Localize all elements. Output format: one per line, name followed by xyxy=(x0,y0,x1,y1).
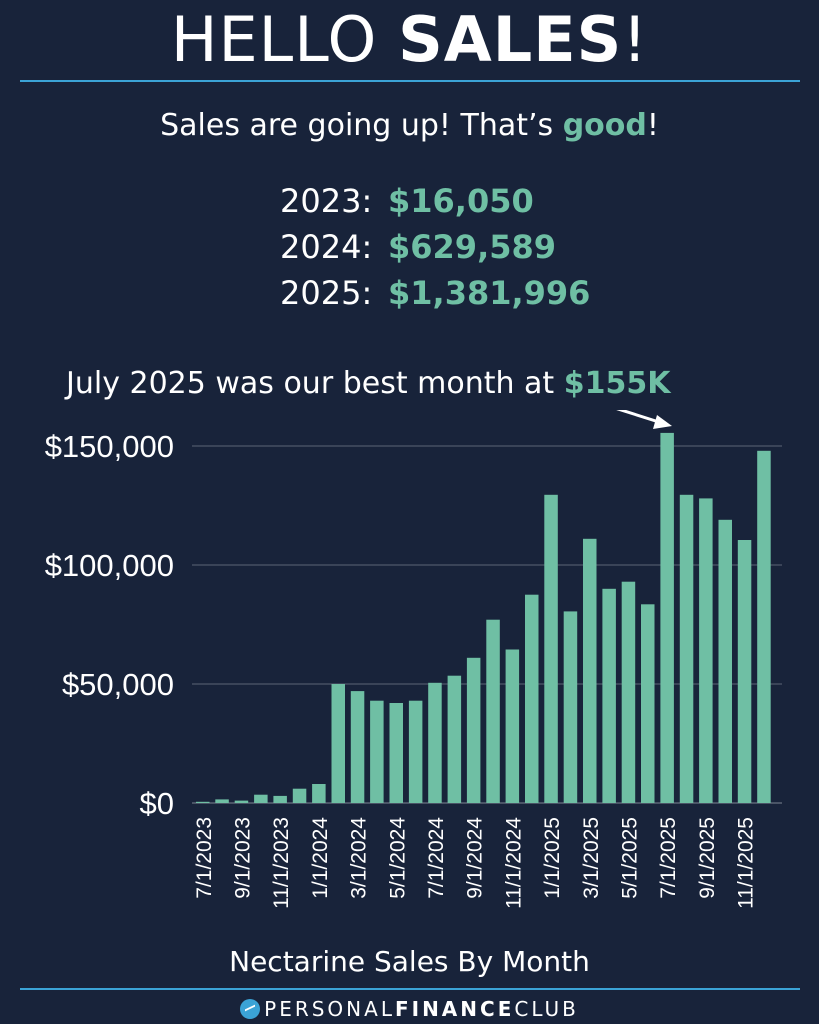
bar-7-1-2025 xyxy=(660,432,674,803)
top-divider xyxy=(20,80,800,82)
bar-1-1-2025 xyxy=(544,494,558,803)
x-tick-label: 1/1/2024 xyxy=(309,817,332,899)
bar-12-1-2024 xyxy=(525,594,539,803)
x-tick-label: 3/1/2025 xyxy=(580,817,603,899)
y-tick-label: $150,000 xyxy=(45,429,174,464)
bar-7-1-2023 xyxy=(196,801,210,803)
brand-logo: PERSONALFINANCECLUB xyxy=(0,996,819,1022)
x-tick-label: 3/1/2024 xyxy=(348,817,371,899)
y-tick-label: $50,000 xyxy=(62,667,174,702)
bar-8-1-2025 xyxy=(679,494,694,803)
bar-12-1-2025 xyxy=(757,450,771,803)
chart-title: Nectarine Sales By Month xyxy=(229,945,590,978)
page-title: HELLO SALES! xyxy=(0,2,819,78)
total-row-2025: 2025: $1,381,996 xyxy=(280,270,590,316)
brand-personal: PERSONAL xyxy=(264,997,395,1021)
total-row-2023: 2023: $16,050 xyxy=(280,178,590,224)
x-tick-label: 5/1/2024 xyxy=(386,817,409,899)
bar-9-1-2024 xyxy=(466,657,481,803)
best-month-callout: July 2025 was our best month at $155K xyxy=(66,362,670,406)
bar-2-1-2025 xyxy=(563,611,578,803)
total-row-2024: 2024: $629,589 xyxy=(280,224,590,270)
bar-7-1-2024 xyxy=(428,682,442,803)
subtitle: Sales are going up! That’s good! xyxy=(0,106,819,146)
x-tick-label: 9/1/2024 xyxy=(464,817,487,899)
x-tick-label: 11/1/2024 xyxy=(502,817,525,909)
bar-8-1-2024 xyxy=(447,675,462,803)
total-year: 2023: xyxy=(280,182,373,220)
bar-10-1-2025 xyxy=(718,519,732,803)
growth-arrow-icon xyxy=(240,999,261,1019)
total-amount: $16,050 xyxy=(388,182,534,220)
bar-11-1-2023 xyxy=(273,795,287,803)
x-tick-label: 7/1/2024 xyxy=(425,817,448,899)
bar-4-1-2025 xyxy=(602,588,616,803)
bar-2-1-2024 xyxy=(331,684,345,803)
x-tick-label: 9/1/2025 xyxy=(696,817,719,899)
x-tick-label: 11/1/2025 xyxy=(735,817,758,909)
callout-text: July 2025 was our best month at xyxy=(66,366,564,401)
bar-12-1-2023 xyxy=(292,788,307,803)
bar-5-1-2024 xyxy=(389,703,403,803)
y-tick-label: $0 xyxy=(140,786,174,821)
bar-6-1-2024 xyxy=(408,700,423,803)
bar-11-1-2024 xyxy=(505,649,520,803)
brand-finance: FINANCE xyxy=(394,997,515,1021)
total-amount: $1,381,996 xyxy=(388,274,591,312)
yearly-totals: 2023: $16,050 2024: $629,589 2025: $1,381,9… xyxy=(280,178,590,316)
x-tick-label: 1/1/2025 xyxy=(541,817,564,899)
y-tick-label: $100,000 xyxy=(45,548,174,583)
bar-10-1-2024 xyxy=(486,619,500,803)
total-year: 2024: xyxy=(280,228,373,266)
x-tick-label: 7/1/2025 xyxy=(657,817,680,899)
bar-10-1-2023 xyxy=(254,794,268,803)
x-tick-label: 7/1/2023 xyxy=(193,817,216,899)
bar-3-1-2024 xyxy=(350,691,365,803)
bar-9-1-2025 xyxy=(699,498,713,803)
subtitle-text: Sales are going up! That’s xyxy=(160,108,563,143)
x-tick-label: 9/1/2023 xyxy=(231,817,254,899)
subtitle-end: ! xyxy=(646,108,659,143)
bar-5-1-2025 xyxy=(621,581,636,803)
bar-11-1-2025 xyxy=(737,540,752,803)
bar-3-1-2025 xyxy=(583,538,597,803)
x-tick-label: 5/1/2025 xyxy=(618,817,641,899)
bar-4-1-2024 xyxy=(370,700,384,803)
monthly-sales-bar-chart: $0 $50,000 $100,000 $150,000 7/1/2023 9/1/20… xyxy=(45,410,782,909)
bottom-divider xyxy=(20,988,800,990)
bar-9-1-2023 xyxy=(234,800,249,803)
callout-arrow xyxy=(616,410,672,429)
bar-6-1-2025 xyxy=(641,604,655,803)
total-year: 2025: xyxy=(280,274,373,312)
bar-8-1-2023 xyxy=(215,799,229,803)
bar-1-1-2024 xyxy=(312,784,326,803)
callout-value: $155K xyxy=(563,366,671,401)
total-amount: $629,589 xyxy=(388,228,557,266)
title-exclamation: ! xyxy=(622,3,649,76)
brand-club: CLUB xyxy=(514,997,579,1021)
title-hello: HELLO xyxy=(170,3,399,76)
x-tick-label: 11/1/2023 xyxy=(270,817,293,909)
subtitle-accent: good xyxy=(562,108,647,143)
title-sales: SALES xyxy=(398,3,623,76)
